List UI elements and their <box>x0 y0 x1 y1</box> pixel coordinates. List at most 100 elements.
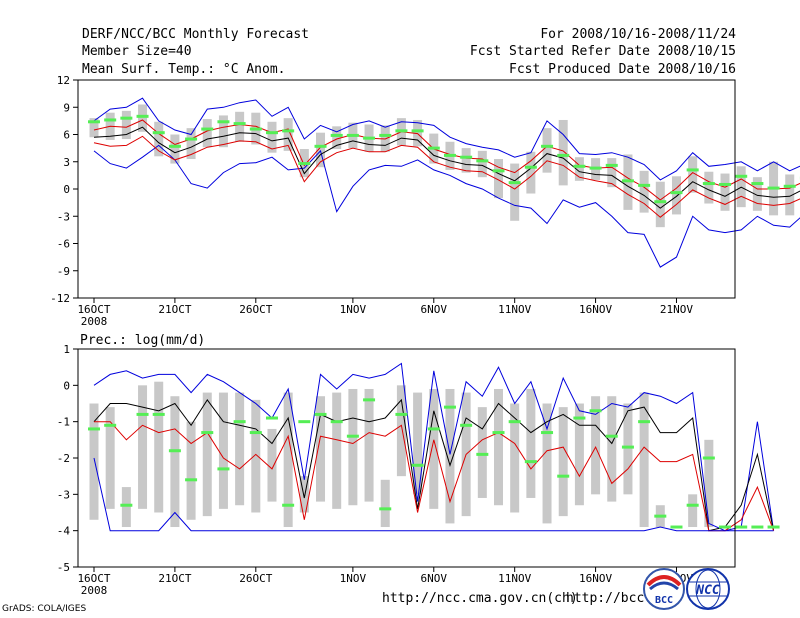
temp-x-tick-label: 1NOV <box>340 303 367 316</box>
temp-y-tick-label: 3 <box>63 156 70 169</box>
prec-spread-box <box>510 403 520 513</box>
prec-spread-box <box>413 392 423 495</box>
prec-y-tick-label: -5 <box>57 561 70 574</box>
prec-median-marker <box>282 503 295 507</box>
temp-spread-box <box>494 159 503 199</box>
prec-median-marker <box>120 503 133 507</box>
prec-spread-box <box>477 407 487 498</box>
prec-median-marker <box>152 412 165 416</box>
prec-median-marker <box>557 474 570 478</box>
prec-x-tick-label: 16NOV <box>579 572 612 585</box>
prec-median-marker <box>427 427 440 431</box>
prec-median-marker <box>541 431 554 435</box>
prec-median-marker <box>589 409 602 413</box>
prec-spread-box <box>235 392 245 506</box>
temp-median-marker <box>185 137 198 141</box>
prec-median-marker <box>330 420 343 424</box>
prec-spread-box <box>348 388 358 506</box>
prec-median-marker <box>492 431 505 435</box>
temp-median-marker <box>638 183 651 187</box>
prec-median-marker <box>751 525 764 529</box>
prec-y-tick-label: -3 <box>57 488 70 501</box>
prec-max-line <box>93 362 775 532</box>
temp-median-marker <box>443 153 456 157</box>
prec-spread-box <box>364 388 374 502</box>
prec-median-marker <box>168 449 181 453</box>
prec-y-tick-label: -4 <box>57 525 71 538</box>
prec-spread-box <box>170 396 180 528</box>
temp-median-marker <box>524 165 537 169</box>
temp-spread-box <box>235 111 245 142</box>
temp-median-marker <box>686 168 699 172</box>
temp-median-marker <box>492 169 505 173</box>
temp-median-marker <box>670 191 683 195</box>
temp-x-tick-label: 21NOV <box>660 303 693 316</box>
prec-spread-box <box>89 403 99 520</box>
temp-spread-box <box>154 121 164 157</box>
temp-median-marker <box>605 163 618 167</box>
prec-variable-label: Prec.: log(mm/d) <box>80 333 205 348</box>
temp-median-marker <box>719 182 732 186</box>
forecast-start-date: Fcst Started Refer Date 2008/10/15 <box>469 44 736 59</box>
temp-spread-box <box>138 104 148 132</box>
temp-median-marker <box>476 159 489 163</box>
temp-spread-box <box>639 170 649 213</box>
temp-median-marker <box>330 133 343 137</box>
prec-spread-box <box>623 403 633 495</box>
temp-max-line <box>93 144 800 268</box>
prec-spread-box <box>316 396 326 502</box>
temp-median-marker <box>589 166 602 170</box>
prec-spread-box <box>186 421 196 520</box>
temp-y-tick-label: -3 <box>57 210 70 223</box>
temp-spread-box <box>655 181 665 228</box>
ncc-logo-icon: NCC <box>686 568 730 610</box>
forecast-period: For 2008/10/16-2008/11/24 <box>540 27 736 42</box>
temp-median-marker <box>217 120 230 124</box>
temp-spread-box <box>202 119 212 148</box>
temp-median-marker <box>573 164 586 168</box>
bcc-url[interactable]: http://bcc.c <box>566 591 660 606</box>
temp-median-marker <box>363 136 376 140</box>
prec-spread-box <box>429 388 439 509</box>
prec-spread-box <box>396 385 406 477</box>
prec-spread-box <box>251 399 261 513</box>
prec-spread-box <box>105 407 115 509</box>
temp-spread-box <box>785 174 795 216</box>
temp-median-marker <box>557 153 570 157</box>
temp-y-tick-label: 12 <box>57 74 70 87</box>
prec-x-year-label: 2008 <box>81 584 108 597</box>
temp-spread-box <box>574 157 584 181</box>
temp-median-marker <box>395 129 408 133</box>
temp-median-marker <box>751 182 764 186</box>
temp-y-tick-label: 9 <box>63 101 70 114</box>
prec-y-tick-label: -1 <box>57 416 70 429</box>
prec-x-tick-label: 1NOV <box>340 572 367 585</box>
prec-y-tick-label: 1 <box>63 343 70 356</box>
temp-lower-line <box>93 135 800 218</box>
prec-y-tick-label: 0 <box>63 379 70 392</box>
temp-median-marker <box>282 129 295 133</box>
prec-spread-box <box>267 428 277 502</box>
temp-spread-box <box>186 128 196 160</box>
temp-median-marker <box>104 118 117 122</box>
prec-median-marker <box>298 420 311 424</box>
prec-median-marker <box>249 431 262 435</box>
temp-spread-box <box>526 151 536 194</box>
temp-spread-box <box>542 128 552 173</box>
prec-spread-box <box>704 439 714 528</box>
temp-spread-box <box>121 110 131 140</box>
prec-spread-box <box>121 487 131 528</box>
temp-median-marker <box>249 127 262 131</box>
temp-spread-box <box>332 126 342 150</box>
temp-median-marker <box>168 144 181 148</box>
temp-median-marker <box>427 146 440 150</box>
forecast-produced-date: Fcst Produced Date 2008/10/16 <box>509 62 736 77</box>
prec-spread-box <box>558 407 568 517</box>
ncc-url[interactable]: http://ncc.cma.gov.cn(ch) <box>382 591 578 606</box>
temp-spread-box <box>316 132 326 168</box>
prec-spread-box <box>218 392 228 509</box>
prec-spread-box <box>639 392 649 528</box>
prec-median-marker <box>185 478 198 482</box>
temp-spread-box <box>477 150 487 178</box>
chart-title: DERF/NCC/BCC Monthly Forecast <box>82 27 309 42</box>
